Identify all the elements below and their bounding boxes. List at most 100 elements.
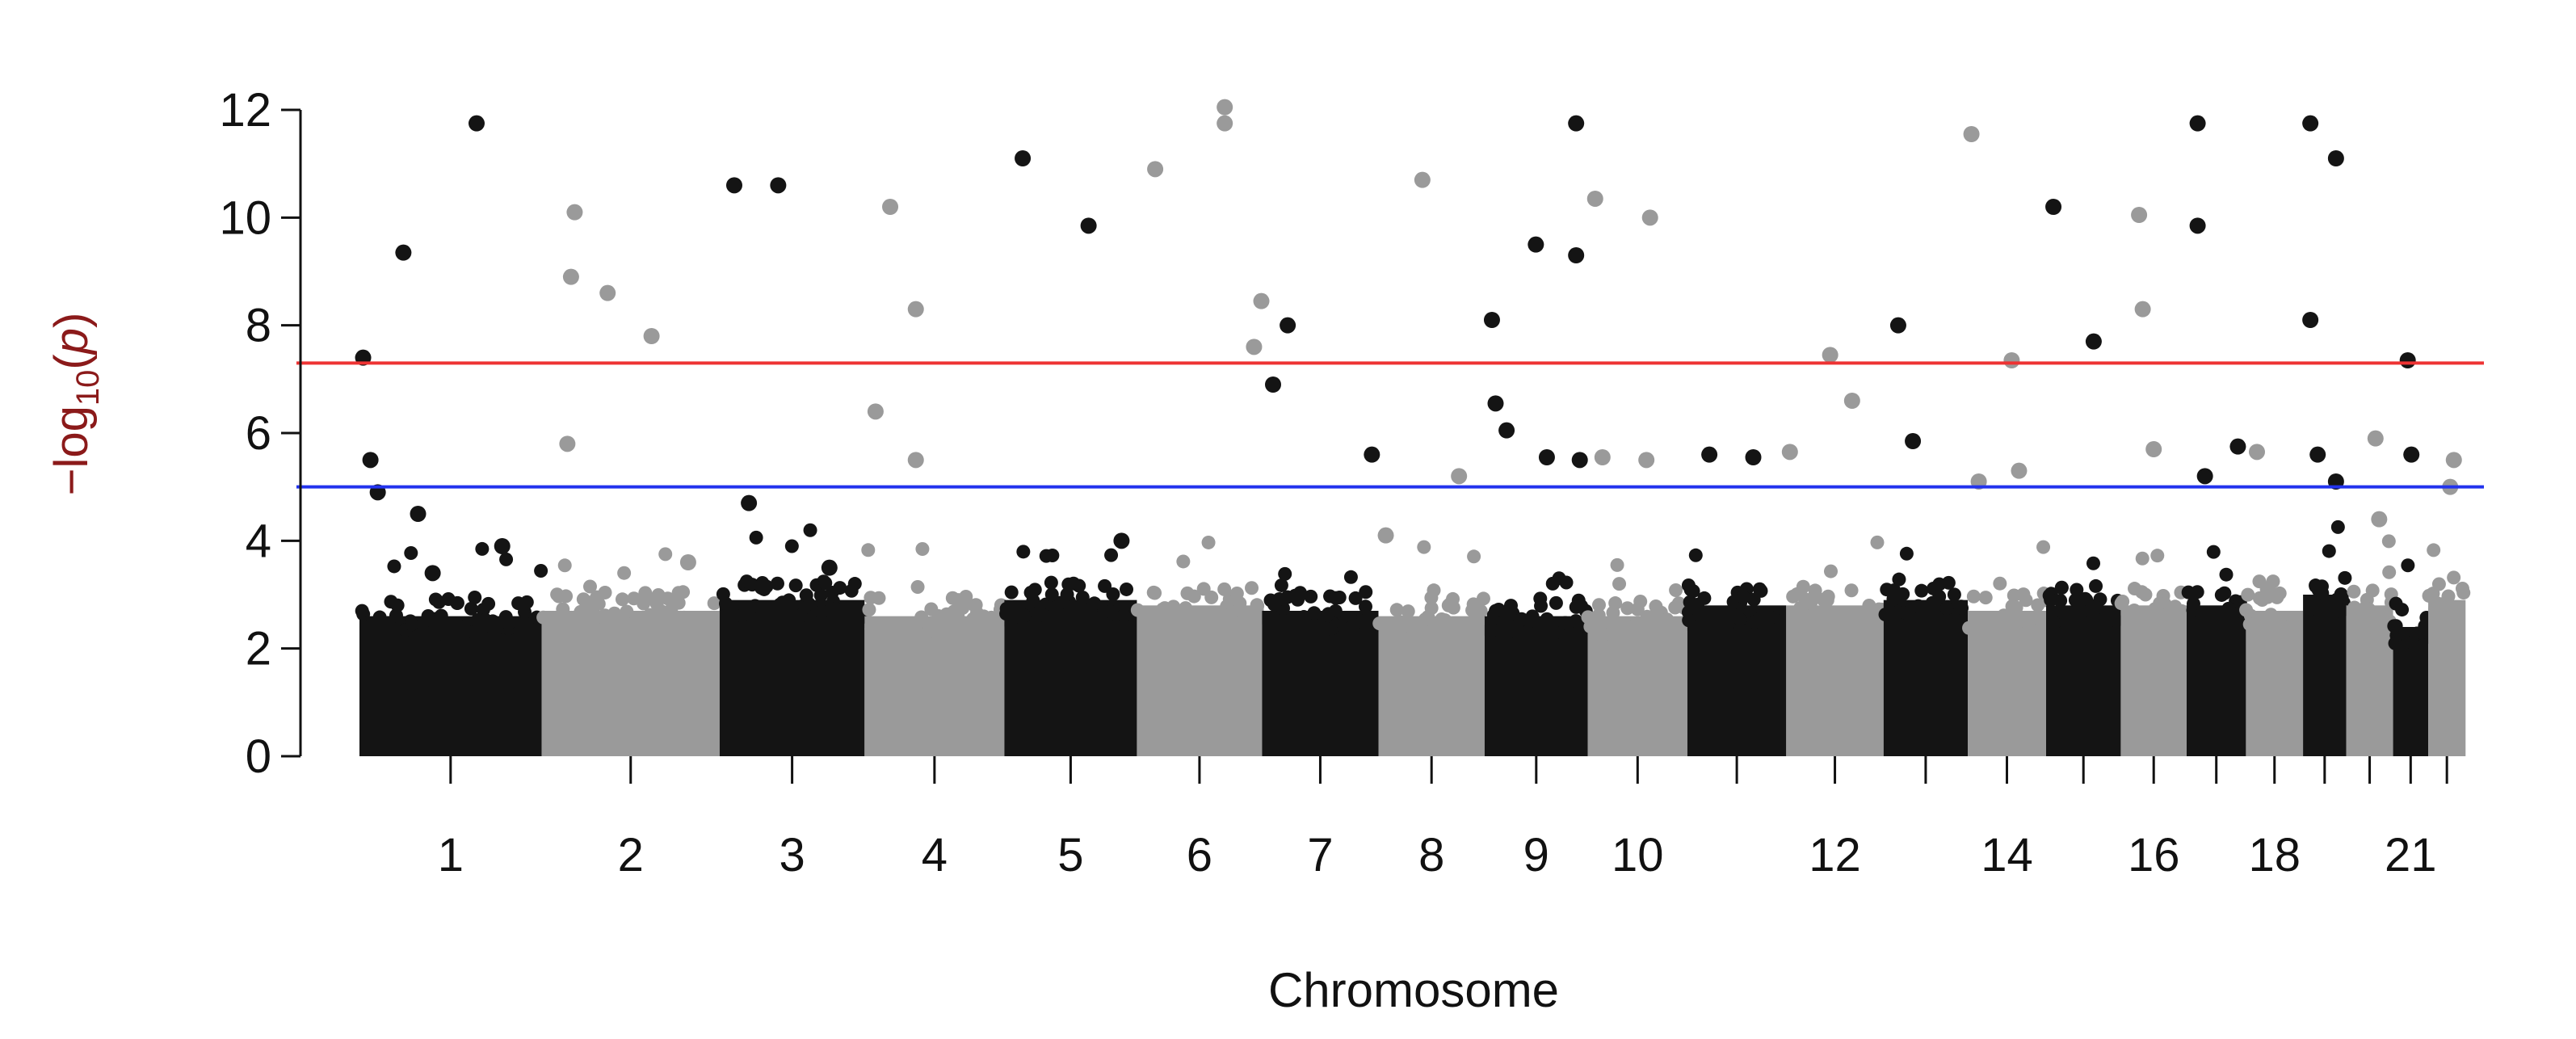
chromosome-15-snp [2086,556,2101,570]
chromosome-17-peak-point [2229,438,2246,455]
chromosome-21-snp [2387,619,2402,633]
chromosome-1-snp [434,608,448,623]
chromosome-4-snp [919,625,934,640]
y-axis-title: −log10(p) [45,313,106,496]
chromosome-2-snp [596,622,611,637]
chromosome-3-snp [784,539,799,553]
chromosome-2-snp [589,591,603,606]
chromosome-22-snp [2427,543,2441,557]
chromosome-4-snp [915,541,930,556]
chromosome-1-snp [498,610,513,625]
chromosome-2-snp [582,579,597,594]
chromosome-12-snp [1824,564,1838,578]
chromosome-8-peak-point [1451,468,1468,485]
chromosome-2-snp [627,591,641,606]
chromosome-5-snp [1006,603,1020,617]
chromosome-5-snp [1068,611,1082,625]
chromosome-17-bulk [2187,605,2246,756]
x-tick-label-chr-4: 4 [922,829,948,881]
chromosome-16-peak-point [2134,301,2151,318]
chromosome-15-snp [2089,578,2103,593]
chromosome-13-snp [1891,605,1906,620]
y-tick-label: 2 [246,623,271,675]
chromosome-2-peak-point [562,268,579,285]
x-tick-label-chr-2: 2 [618,829,644,881]
y-tick-label: 4 [246,515,271,567]
chromosome-3-snp [823,603,838,617]
chromosome-21-snp [2389,596,2403,611]
chromosome-14-snp [2036,540,2051,554]
chromosome-16-bulk [2120,605,2187,756]
chromosome-2-snp [664,603,679,617]
chromosome-13-snp [1878,608,1893,622]
chromosome-8-snp [1427,583,1441,598]
chromosome-18-peak-point [2249,444,2265,461]
chromosome-19-peak-point [2309,446,2326,463]
y-axis-title-open-paren: ( [45,354,98,369]
chromosome-8-snp [1473,623,1488,637]
x-tick-label-chr-21: 21 [2385,829,2437,881]
chromosome-17-snp [2206,545,2221,559]
chromosome-17-peak-point [2189,217,2206,234]
x-tick-label-chr-5: 5 [1057,829,1083,881]
chromosome-8-snp [1446,591,1460,606]
chromosome-13-points [1878,317,1969,756]
chromosome-19-snp [2303,602,2318,616]
chromosome-5-snp [1085,608,1099,623]
chromosome-3-snp [833,581,847,595]
chromosome-12-snp [1816,592,1830,607]
chromosome-9-snp [1499,608,1514,622]
chromosome-2-snp [638,586,653,600]
chromosome-7-snp [1321,607,1335,621]
chromosome-13-snp [1914,583,1929,598]
chromosome-17-snp [2190,585,2204,599]
chromosome-1-snp [481,596,496,611]
chromosome-4-snp [914,610,929,625]
chromosome-3-snp [748,599,763,613]
chromosome-7-peak-point [1364,446,1380,463]
chromosome-11-snp [1727,609,1742,624]
chromosome-5-snp [1039,549,1053,563]
chromosome-22-snp [2427,602,2442,616]
chromosome-8-snp [1417,540,1431,554]
chromosome-17-snp [2186,596,2200,611]
chromosome-9-snp [1545,576,1560,591]
chromosome-7-points [1262,317,1380,756]
chromosome-2-snp [643,608,658,622]
chromosome-5-peak-point [1080,217,1097,234]
chromosome-19-snp [2330,520,2345,534]
chromosome-5-snp [1039,597,1053,612]
chromosome-4-snp [931,608,946,623]
chromosome-10-peak-point [1641,209,1658,226]
chromosome-2-snp [615,592,629,607]
chromosome-17-peak-point [2189,115,2206,132]
chromosome-19-peak-point [2327,150,2344,166]
y-tick-label: 6 [246,407,271,460]
chromosome-21-snp [2405,635,2419,650]
chromosome-2-peak-point [566,204,583,221]
chromosome-10-peak-point [1586,191,1603,207]
x-tick-label-chr-1: 1 [438,829,464,881]
chromosome-13-snp [1899,546,1914,561]
chromosome-14-snp [2031,610,2045,625]
chromosome-7-snp [1292,611,1307,625]
chromosome-6-snp [1201,535,1216,549]
chromosome-8-snp [1476,591,1490,606]
chromosome-2-snp [556,602,570,616]
chromosome-8-snp [1372,616,1387,631]
chromosome-1-snp [389,608,403,623]
chromosome-13-snp [1947,587,1961,602]
chromosome-21-snp [2388,636,2402,650]
chromosome-1-snp [518,605,532,620]
chromosome-19-bulk [2303,595,2347,756]
chromosome-1-snp [473,628,488,642]
y-axis-title-close-paren: ) [45,313,98,328]
chromosome-7-snp [1278,566,1292,581]
y-tick-label: 12 [219,84,271,137]
chromosome-10-peak-point [1594,449,1611,465]
chromosome-12-points [1781,347,1889,756]
chromosome-2-snp [552,589,566,604]
chromosome-4-snp [986,612,1001,626]
chromosome-13-snp [1886,591,1901,606]
chromosome-6-snp [1164,614,1179,629]
